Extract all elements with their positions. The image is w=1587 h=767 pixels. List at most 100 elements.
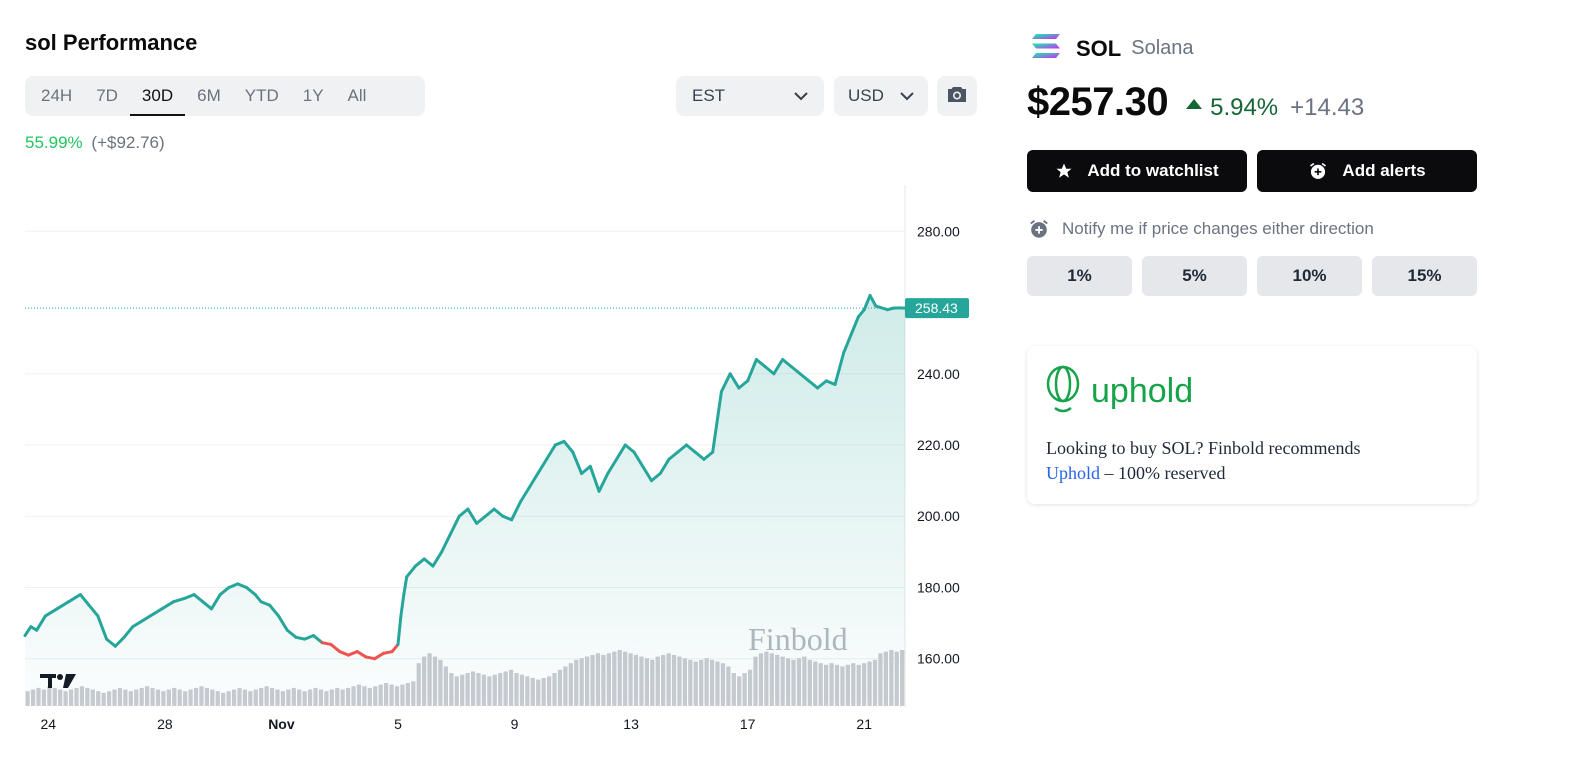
price-chart[interactable]: 280.00240.00220.00200.00180.00160.00Finb… bbox=[0, 180, 990, 740]
price-line-segment bbox=[536, 457, 549, 475]
price-line-segment bbox=[798, 372, 811, 383]
promo-text-line: Looking to buy SOL? Finbold recommends bbox=[1046, 438, 1361, 458]
timezone-select[interactable]: EST bbox=[676, 76, 824, 116]
solana-logo-icon bbox=[1030, 32, 1062, 65]
current-price: $257.30 bbox=[1027, 80, 1169, 124]
x-tick-label: 17 bbox=[740, 716, 756, 732]
price-line-segment bbox=[571, 450, 584, 475]
price-line-segment bbox=[78, 593, 91, 607]
price-line-segment bbox=[431, 550, 444, 568]
price-line-segment bbox=[763, 365, 776, 376]
price-line-segment bbox=[402, 575, 409, 597]
y-tick-label: 200.00 bbox=[917, 508, 960, 524]
price-change-percent: 5.94% bbox=[1210, 94, 1279, 121]
y-tick-label: 160.00 bbox=[917, 651, 960, 667]
price-line-segment bbox=[649, 471, 662, 483]
chevron-down-icon bbox=[794, 86, 808, 106]
performance-summary: 55.99% (+$92.76) bbox=[25, 133, 165, 153]
price-line-segment bbox=[824, 379, 837, 386]
price-line-segment bbox=[172, 596, 187, 604]
price-line-segment bbox=[842, 329, 855, 354]
performance-absolute: (+$92.76) bbox=[91, 133, 165, 152]
price-line-segment bbox=[719, 372, 732, 394]
price-line-segment bbox=[440, 532, 452, 554]
price-line-segment bbox=[303, 634, 315, 641]
add-alerts-label: Add alerts bbox=[1342, 161, 1426, 180]
price-line-segment bbox=[641, 464, 653, 483]
price-line-segment bbox=[35, 614, 47, 632]
price-line-segment bbox=[501, 514, 514, 522]
price-line-segment bbox=[160, 600, 176, 611]
price-line-segment bbox=[632, 450, 645, 468]
x-tick-label: 28 bbox=[157, 716, 173, 732]
price-line-segment bbox=[781, 358, 793, 369]
timezone-value: EST bbox=[692, 86, 726, 105]
notify-option-10[interactable]: 10% bbox=[1257, 256, 1362, 296]
y-tick-label: 240.00 bbox=[917, 366, 960, 382]
price-line-segment bbox=[483, 507, 496, 518]
price-line-segment bbox=[510, 500, 522, 522]
arrow-up-icon bbox=[1186, 99, 1203, 109]
price-line-segment bbox=[562, 439, 575, 454]
promo-card[interactable]: uphold Looking to buy SOL? Finbold recom… bbox=[1027, 346, 1477, 504]
tab-range-all[interactable]: All bbox=[347, 86, 367, 105]
performance-percent: 55.99% bbox=[25, 133, 83, 152]
price-line-segment bbox=[236, 582, 248, 589]
price-line-segment bbox=[355, 650, 368, 659]
price-line-segment bbox=[148, 607, 164, 618]
price-line-segment bbox=[413, 557, 426, 568]
promo-brand: uphold bbox=[1091, 372, 1194, 410]
price-line-segment bbox=[833, 350, 846, 386]
x-tick-label: 9 bbox=[511, 716, 519, 732]
price-line-segment bbox=[113, 635, 126, 648]
price-line-segment bbox=[868, 293, 878, 308]
promo-text: Looking to buy SOL? Finbold recommends U… bbox=[1046, 436, 1360, 486]
x-tick-label: 21 bbox=[856, 716, 872, 732]
tab-range-ytd[interactable]: YTD bbox=[244, 86, 279, 105]
price-line-segment bbox=[816, 379, 828, 390]
alarm-clock-icon bbox=[1028, 218, 1050, 240]
tab-range-6m[interactable]: 6M bbox=[197, 86, 221, 105]
price-line-segment bbox=[448, 514, 461, 536]
price-line-segment bbox=[285, 628, 298, 639]
tab-range-7d[interactable]: 7D bbox=[96, 86, 118, 105]
price-area bbox=[25, 295, 905, 704]
price-line-segment bbox=[553, 439, 566, 447]
uphold-link[interactable]: Uphold bbox=[1046, 463, 1100, 483]
price-line-segment bbox=[807, 379, 820, 390]
price-line-segment bbox=[55, 600, 71, 611]
price-line-segment bbox=[96, 614, 109, 641]
price-line-segment bbox=[475, 514, 487, 525]
price-line-segment bbox=[422, 557, 435, 568]
page-title: sol Performance bbox=[25, 30, 198, 55]
price-line-segment bbox=[131, 619, 144, 629]
price-line-segment bbox=[390, 642, 400, 654]
x-tick-label: 24 bbox=[41, 716, 57, 732]
notify-option-1[interactable]: 1% bbox=[1027, 256, 1132, 296]
tab-range-30d[interactable]: 30D bbox=[129, 76, 186, 116]
add-alerts-button[interactable]: Add alerts bbox=[1257, 150, 1477, 192]
price-line-segment bbox=[23, 625, 33, 638]
price-line-segment bbox=[676, 443, 688, 454]
x-tick-label: Nov bbox=[268, 716, 295, 732]
price-line-segment bbox=[338, 650, 350, 657]
uphold-logo-icon bbox=[1045, 364, 1081, 419]
price-line-segment bbox=[580, 464, 592, 475]
add-to-watchlist-button[interactable]: Add to watchlist bbox=[1027, 150, 1247, 192]
notify-option-5[interactable]: 5% bbox=[1142, 256, 1247, 296]
price-line-segment bbox=[851, 315, 860, 333]
currency-value: USD bbox=[848, 86, 884, 105]
price-line-segment bbox=[405, 564, 417, 579]
currency-select[interactable]: USD bbox=[834, 76, 928, 116]
screenshot-button[interactable] bbox=[937, 76, 977, 116]
promo-text-suffix: – 100% reserved bbox=[1100, 463, 1226, 483]
y-tick-label: 280.00 bbox=[917, 223, 960, 239]
price-line-segment bbox=[87, 603, 100, 618]
tab-range-1y[interactable]: 1Y bbox=[302, 86, 324, 105]
coin-name: Solana bbox=[1131, 37, 1194, 59]
price-line-segment bbox=[201, 600, 213, 611]
notify-option-15[interactable]: 15% bbox=[1372, 256, 1477, 296]
price-line-segment bbox=[789, 365, 802, 376]
price-line-segment bbox=[346, 650, 359, 657]
tab-range-24h[interactable]: 24H bbox=[41, 86, 73, 105]
